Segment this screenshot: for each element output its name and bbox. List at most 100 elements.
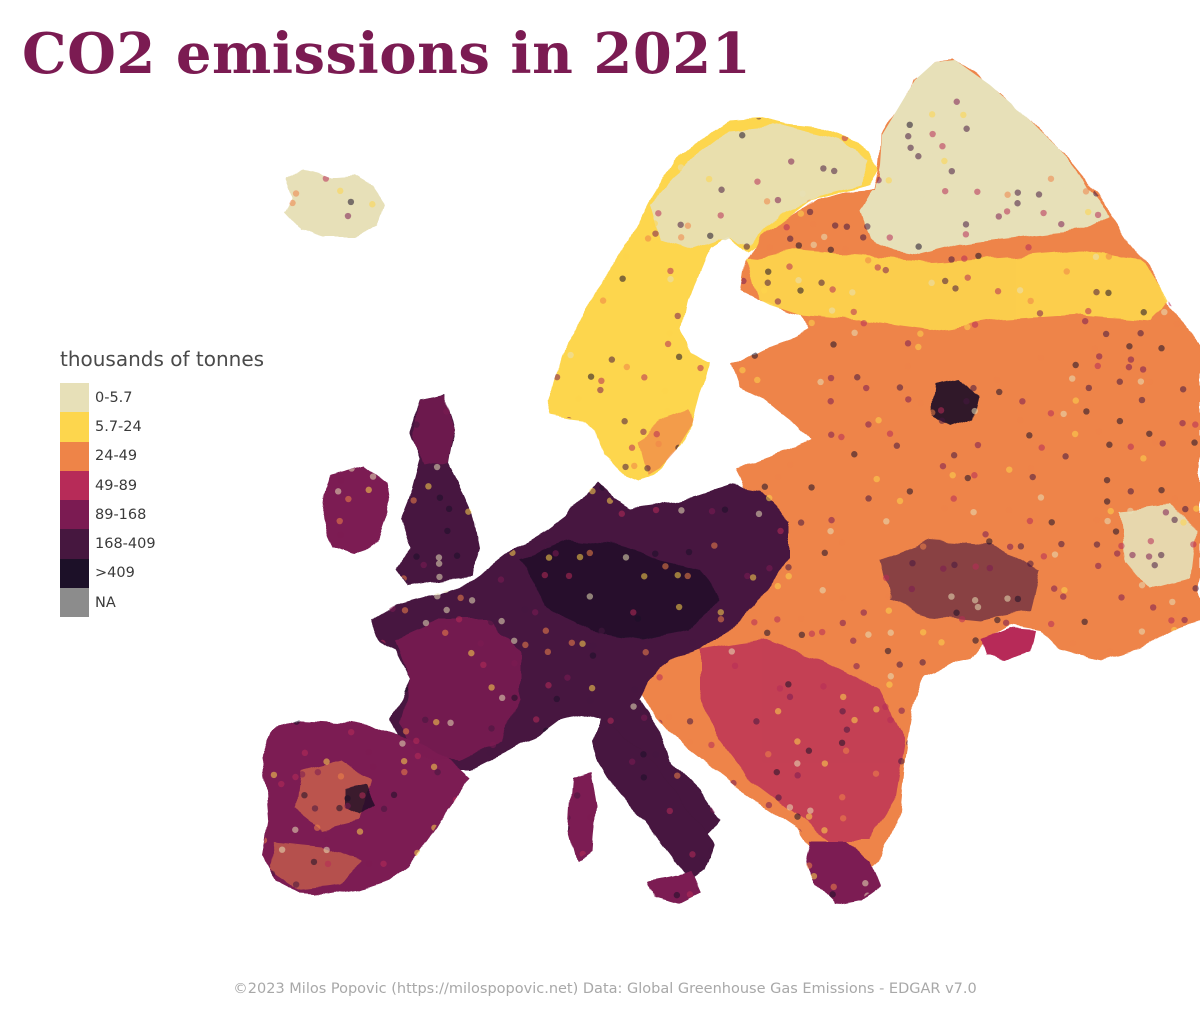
hex-cell [1172,268,1179,275]
hex-cell [882,574,890,582]
hex-cell [689,639,697,646]
hex-cell [882,703,889,711]
hex-cell [1194,256,1200,264]
hex-cell [1169,661,1177,669]
hex-cell [497,576,505,583]
hex-cell [291,639,298,646]
hex-cell [994,288,1002,295]
hex-cell [1016,287,1024,294]
legend-label: 168-409 [95,536,156,553]
hex-cell [1005,506,1013,514]
hex-cell [964,474,972,482]
hex-cell [742,410,749,417]
hex-cell [565,417,573,424]
hex-cell [1118,542,1125,550]
hex-cell [749,574,757,581]
hex-cell [751,352,758,359]
hex-cell [919,838,927,845]
hex-cell [509,92,516,99]
hex-cell [1104,780,1112,787]
hex-cell [964,274,971,281]
hex-cell [433,718,440,726]
hex-cell [389,605,396,612]
hex-cell [337,531,344,539]
hex-cell [464,186,472,194]
hex-cell [564,674,571,681]
hex-cell [1093,190,1100,197]
hex-cell [821,827,828,834]
hex-cell [345,495,352,503]
hex-cell [897,64,904,72]
hex-cell [950,452,958,459]
hex-cell [1038,835,1045,843]
hex-cell [443,341,450,348]
hex-cell [732,856,740,864]
hex-cell [567,858,575,866]
hex-cell [640,714,648,721]
hex-cell [455,818,463,826]
hex-cell [1083,816,1090,823]
hex-cell [904,362,911,370]
hex-cell [347,728,355,736]
hex-cell [1079,708,1087,716]
hex-cell [896,497,904,505]
hex-cell [309,419,317,427]
hex-cell [907,858,914,865]
hex-cell [717,290,724,298]
hex-cell [511,660,518,667]
hex-cell [1139,652,1146,660]
hex-cell [1013,740,1021,747]
hex-cell [898,707,905,714]
hex-cell [1081,794,1089,802]
hex-cell [1171,495,1178,502]
hex-cell [972,637,979,644]
hex-cell [831,167,838,175]
hex-cell [421,331,429,339]
hex-cell [677,221,684,228]
hex-cell [685,464,693,472]
hex-cell [982,661,989,668]
hex-cell [640,751,647,758]
legend-swatch [60,383,89,413]
hex-cell [1171,890,1179,898]
hex-cell [1093,67,1100,74]
hex-cell [940,565,947,572]
hex-cell [335,672,342,679]
hex-cell [1117,717,1125,725]
hex-cell [369,191,376,198]
hex-cell [795,828,802,835]
balkans-magenta [700,640,905,840]
hex-cell [794,738,801,745]
hex-cell [314,406,322,413]
hex-cell [674,758,681,766]
hex-cell [476,454,483,462]
hex-cell [915,736,922,743]
hex-cell [773,768,780,776]
hex-cell [511,637,518,644]
hex-cell [544,758,551,765]
hex-cell [774,196,782,204]
hex-cell [917,399,924,407]
hex-cell [1014,200,1021,207]
hex-cell [444,527,451,535]
hex-cell [1036,310,1044,317]
hex-cell [906,816,914,823]
hex-cell [302,318,309,325]
hex-cell [787,432,795,440]
hex-cell [1058,540,1065,548]
hex-cell [666,807,674,815]
hex-cell [652,550,659,557]
hex-cell [442,586,449,594]
hex-cell [477,784,484,791]
hex-cell [864,223,871,230]
hex-cell [1060,187,1067,195]
hex-cell [477,640,484,647]
hex-cell [974,188,981,195]
hex-cell [764,279,771,286]
hex-cell [1126,343,1133,350]
hex-cell [809,220,817,228]
hex-cell [501,98,509,105]
hex-cell [519,872,526,879]
hex-cell [245,319,251,325]
hex-cell [420,561,427,569]
